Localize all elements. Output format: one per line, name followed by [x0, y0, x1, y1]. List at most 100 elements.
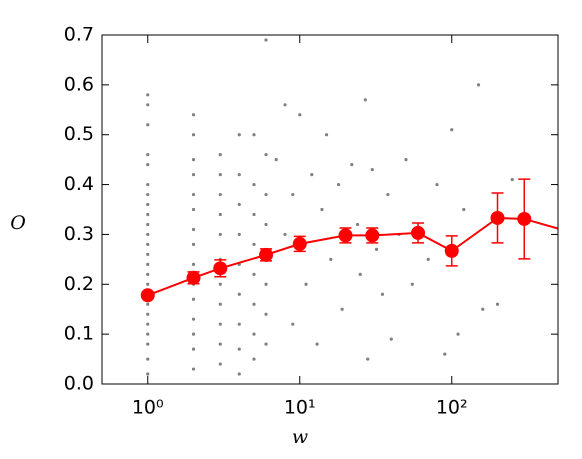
scatter-point: [191, 317, 196, 321]
scatter-point: [476, 83, 481, 87]
scatter-point: [218, 212, 222, 217]
scatter-point: [237, 322, 241, 326]
y-tick-label: 0.0: [64, 373, 94, 395]
scatter-point: [191, 113, 196, 117]
scatter-point: [218, 173, 222, 177]
scatter-point: [363, 98, 367, 102]
scatter-point: [218, 232, 222, 237]
scatter-point: [237, 347, 241, 351]
scatter-point: [370, 168, 374, 172]
scatter-point: [264, 282, 268, 286]
y-tick-label: 0.7: [64, 24, 94, 46]
x-tick-label: 10²: [436, 397, 468, 419]
mean-point: [140, 288, 155, 303]
scatter-point: [462, 207, 466, 212]
scatter-point: [264, 192, 268, 197]
scatter-point: [329, 257, 333, 261]
scatter-point: [374, 247, 379, 251]
plot-area: [140, 38, 577, 376]
scatter-point: [146, 322, 150, 326]
scatter-point: [481, 307, 485, 311]
scatter-point: [410, 282, 414, 286]
scatter-point: [298, 113, 302, 117]
scatter-point: [146, 153, 150, 157]
scatter-point: [264, 38, 268, 42]
mean-point: [213, 261, 228, 276]
scatter-point: [146, 192, 150, 197]
y-tick-label: 0.5: [64, 123, 94, 145]
mean-point: [517, 211, 532, 226]
scatter-point: [252, 242, 256, 246]
scatter-point: [237, 292, 241, 296]
scatter-point: [291, 322, 295, 326]
scatter-point: [336, 182, 341, 187]
scatter-point: [146, 222, 150, 227]
scatter-point: [237, 232, 241, 237]
scatter-point: [291, 192, 295, 197]
scatter-point: [218, 342, 222, 346]
scatter-point: [146, 163, 150, 167]
mean-point: [186, 270, 201, 285]
scatter-point: [146, 252, 150, 256]
scatter-point: [191, 297, 196, 301]
mean-point: [365, 228, 380, 243]
scatter-point: [252, 182, 256, 187]
scatter-point: [252, 133, 256, 137]
scatter-point: [252, 332, 256, 336]
scatter-point: [340, 307, 344, 311]
scatter-point: [386, 192, 390, 197]
scatter-point: [283, 232, 287, 237]
y-tick-label: 0.6: [64, 73, 94, 95]
scatter-point: [237, 372, 241, 376]
error-bar: [564, 182, 576, 282]
scatter-point: [191, 207, 196, 212]
scatter-point: [191, 192, 196, 197]
scatter-point: [146, 262, 150, 266]
scatter-point: [264, 153, 268, 157]
y-axis-label: O: [10, 212, 26, 234]
scatter-point: [304, 282, 308, 286]
scatter-point: [218, 322, 222, 326]
scatter-point: [264, 342, 268, 346]
scatter-point: [146, 282, 150, 286]
scatter-point: [191, 227, 196, 232]
scatter-point: [237, 173, 241, 177]
scatter-point: [264, 222, 268, 227]
mean-line: [147, 216, 558, 297]
axes-frame: [101, 34, 559, 385]
scatter-point: [146, 232, 150, 237]
scatter-point: [264, 312, 268, 316]
scatter-point: [283, 103, 287, 107]
scatter-point: [218, 153, 222, 157]
scatter-point: [350, 163, 354, 167]
y-tick-label: 0.4: [64, 173, 94, 195]
scatter-point: [218, 362, 222, 366]
mean-point: [563, 225, 577, 239]
scatter-point: [191, 173, 196, 177]
scatter-point: [146, 342, 150, 346]
scatter-point: [146, 93, 150, 97]
scatter-point: [218, 192, 222, 197]
scatter-point: [355, 222, 360, 227]
scatter-point: [237, 202, 241, 207]
scatter-point: [191, 262, 196, 266]
mean-point: [292, 236, 307, 251]
mean-point: [444, 243, 459, 258]
x-tick-label: 10¹: [284, 397, 316, 419]
scatter-point: [252, 272, 256, 276]
x-tick-label: 10⁰: [132, 397, 164, 419]
scatter-point: [456, 332, 460, 336]
scatter-point: [310, 173, 314, 177]
scatter-point: [218, 302, 222, 306]
scatter-point: [510, 177, 514, 182]
scatter-point: [191, 367, 196, 371]
scatter-point: [495, 302, 500, 306]
scatter-point: [146, 272, 150, 276]
scatter-point: [191, 242, 196, 246]
scatter-point: [146, 372, 150, 376]
scatter-point: [252, 212, 256, 217]
scatter-point: [366, 357, 370, 361]
scatter-point: [315, 342, 319, 346]
scatter-point: [389, 337, 393, 341]
